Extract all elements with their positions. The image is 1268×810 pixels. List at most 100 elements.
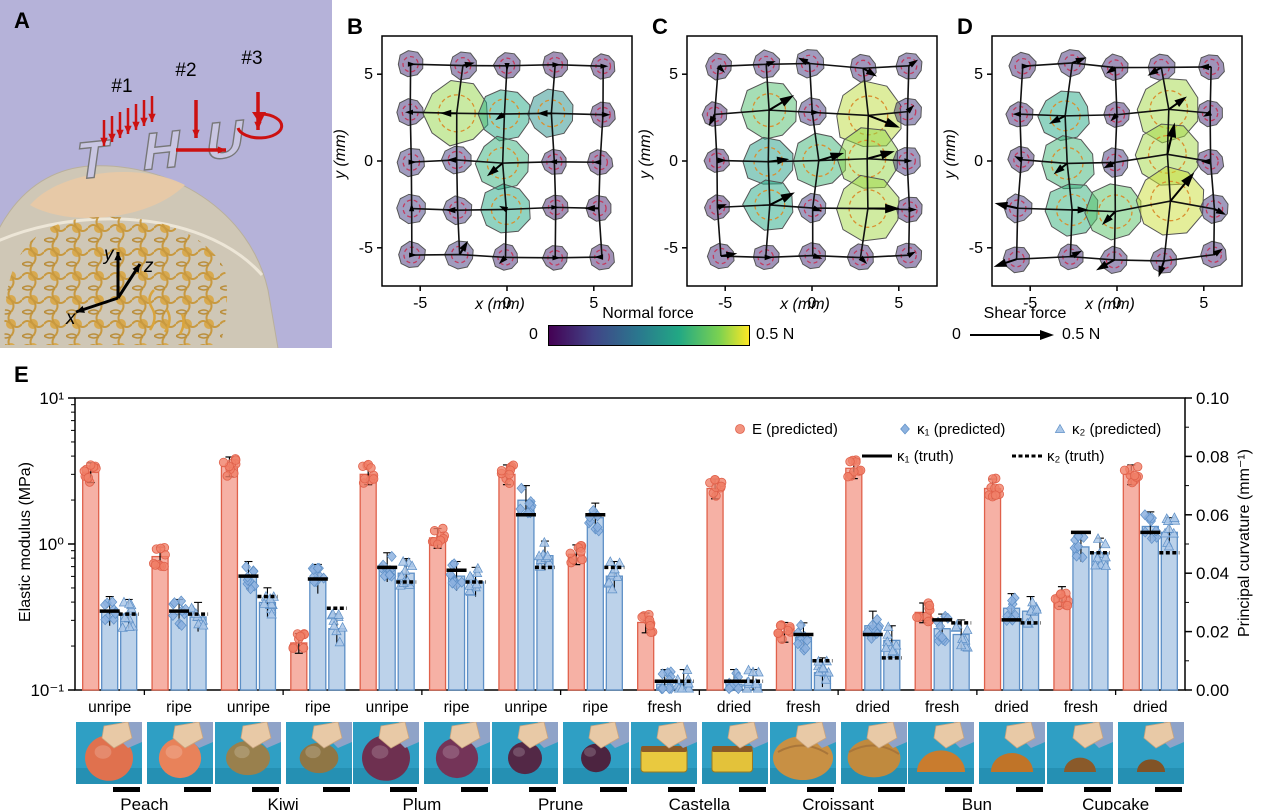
food-object [1137,759,1166,772]
point-k2 [539,536,550,547]
scale-bar [877,787,905,792]
axis-z-label: z [143,256,154,277]
point-E [1056,589,1066,599]
condition-label: dried [717,699,751,716]
photo-group-plum: Plum [347,722,497,810]
shear-arrowhead [407,61,416,67]
shear-arrowhead [717,204,727,210]
shear-legend-min-label: 0 [952,326,961,343]
bar-k2 [1160,531,1178,691]
food-object-highlight [233,745,250,759]
point-k2 [955,639,967,650]
shear-arrowhead [780,192,795,203]
food-photo-bun-fresh [908,722,975,784]
scale-bar [945,787,973,792]
shear-arrowhead [797,57,809,66]
photo-group-castella: Castella [624,722,774,810]
shear-arrowhead [1213,248,1224,257]
point-E [845,456,855,467]
shear-legend-title: Shear force [983,305,1067,322]
force-case-label-1: #1 [111,76,132,97]
food-photo-castella-fresh [630,722,697,784]
shear-arrowhead [552,255,561,261]
point-E [645,621,655,631]
condition-label: ripe [444,699,470,716]
photo-table-shade [563,768,630,784]
food-name-label: Bun [961,795,992,810]
panel-b-xlabel: x (mm) [475,296,525,313]
torque-arrowhead [252,112,266,124]
point-k2 [681,664,693,674]
food-photo-croissant-dried [840,722,907,784]
point-k2 [950,621,962,632]
point-E [775,620,786,631]
bar-E [567,553,585,691]
point-k1 [793,638,803,650]
photo-thumb-wrap [769,722,836,792]
point-E [504,478,515,488]
panel-b-ylabel: y (mm) [332,129,349,179]
taxel-nominal-circle [1150,180,1191,222]
point-k2 [464,579,475,590]
scale-bar [183,787,211,792]
shear-arrowhead [1215,207,1227,215]
shear-arrowhead [717,157,727,164]
point-E [987,474,998,484]
point-E [1132,462,1143,472]
food-object [299,742,338,774]
photo-group-bun: Bun [902,722,1052,810]
shear-arrowhead [409,252,418,258]
robot-fingertip [727,722,759,749]
taxel-layer [993,49,1229,278]
point-E [577,554,587,565]
food-photo-peach-ripe [146,722,213,784]
point-k2 [542,550,553,561]
point-k1 [935,620,946,632]
food-photo-croissant-fresh [769,722,836,784]
point-k2 [406,560,418,571]
shear-arrowhead [908,59,919,68]
letter-plate-H: H [139,119,185,182]
shear-arrowhead [776,156,790,165]
point-k1 [796,619,806,631]
food-photo-plum-unripe [353,722,420,784]
shear-arrowhead [812,205,823,212]
point-E [923,616,933,627]
food-object-top [640,746,687,752]
condition-label: unripe [504,699,547,716]
bar-E [359,473,377,691]
legend-k2-predicted: κ₂ (predicted) [1072,421,1162,438]
right-tick-label: 0.10 [1196,389,1229,408]
scale-bar [806,787,834,792]
force-arrows-2 [176,100,226,154]
point-k1 [312,562,323,574]
shear-arrowhead [601,111,611,118]
scale-bar [390,787,418,792]
bar-E [1122,473,1140,691]
photo-table-shade [1047,768,1114,784]
y-tick-label: -5 [359,240,373,257]
point-k2 [880,642,892,652]
y-tick-label: -5 [969,240,983,257]
scale-bar [1016,787,1044,792]
food-photo-kiwi-unripe [214,722,281,784]
bar-E [706,487,724,691]
left-tick-label: 10¹ [39,389,64,408]
food-object-top [711,746,753,752]
taxel-layer [701,49,923,271]
shear-arrowhead [1021,63,1031,70]
elastic-modulus-axis-label: Elastic modulus (MPa) [17,461,34,623]
panel-a-label: A [14,8,30,33]
y-tick-label: 5 [974,66,983,83]
robot-fingertip [933,722,965,749]
photo-thumb-wrap [146,722,213,792]
point-E [159,561,169,572]
point-k1 [516,482,527,494]
y-tick-label: -5 [664,240,678,257]
photo-group-prune: Prune [486,722,636,810]
shear-arrowhead [764,254,774,261]
point-k2 [676,682,688,693]
colorbar-title: Normal force [602,305,694,322]
food-object [508,741,543,775]
shear-arrowhead [408,159,417,165]
